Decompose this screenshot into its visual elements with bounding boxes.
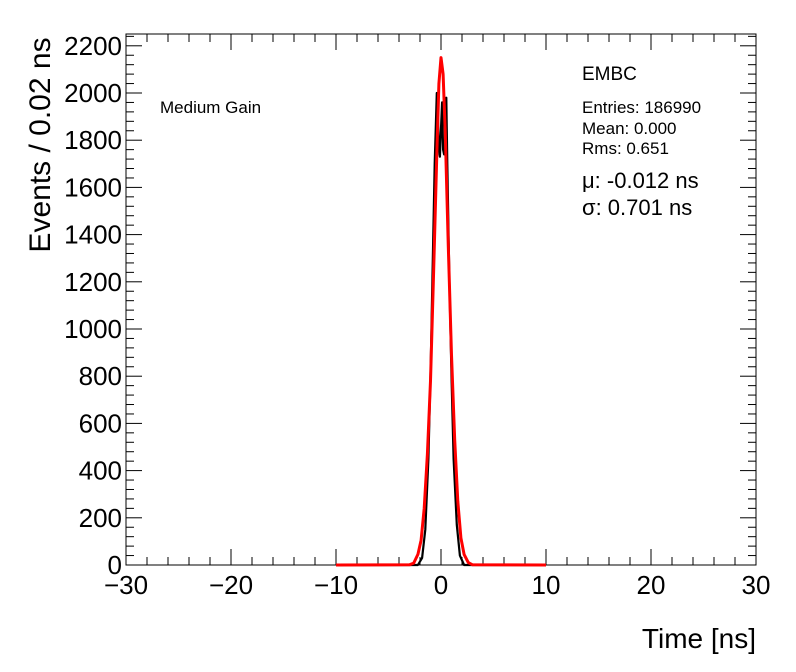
y-tick-label: 400: [79, 456, 122, 486]
x-tick-label: 10: [532, 570, 561, 600]
x-tick-label: −30: [104, 570, 148, 600]
x-tick-label: 0: [434, 570, 448, 600]
fit-curve: [335, 56, 547, 567]
y-tick-label: 2000: [64, 78, 122, 108]
y-tick-label: 200: [79, 503, 122, 533]
sigma-fit: σ: 0.701 ns: [582, 195, 692, 220]
x-tick-label: 30: [742, 570, 771, 600]
x-tick-labels: −30 −20 −10 0 10 20 30: [104, 570, 771, 600]
y-tick-label: 600: [79, 408, 122, 438]
y-tick-labels: 0 200 400 600 800 1000 1200 1400 1600 1800 2000 220…: [64, 31, 122, 580]
y-tick-label: 800: [79, 361, 122, 391]
y-tick-label: 1000: [64, 314, 122, 344]
y-tick-label: 2200: [64, 31, 122, 61]
y-tick-label: 1200: [64, 267, 122, 297]
mu-fit: μ: -0.012 ns: [582, 168, 699, 193]
gain-label: Medium Gain: [160, 98, 261, 117]
entries-stat: Entries: 186990: [582, 98, 701, 117]
mean-stat: Mean: 0.000: [582, 119, 677, 138]
tick-marks: [125, 34, 757, 566]
y-axis-label: Events / 0.02 ns: [24, 37, 57, 252]
x-tick-label: −10: [314, 570, 358, 600]
x-tick-label: −20: [209, 570, 253, 600]
data-series: [335, 56, 547, 567]
detector-label: EMBC: [582, 64, 637, 85]
y-tick-label: 1400: [64, 220, 122, 250]
y-tick-label: 1800: [64, 125, 122, 155]
y-tick-label: 1600: [64, 172, 122, 202]
y-tick-label: 0: [108, 550, 122, 580]
rms-stat: Rms: 0.651: [582, 139, 669, 158]
x-axis-label: Time [ns]: [642, 623, 756, 654]
histogram-line: [336, 91, 546, 567]
x-tick-label: 20: [637, 570, 666, 600]
